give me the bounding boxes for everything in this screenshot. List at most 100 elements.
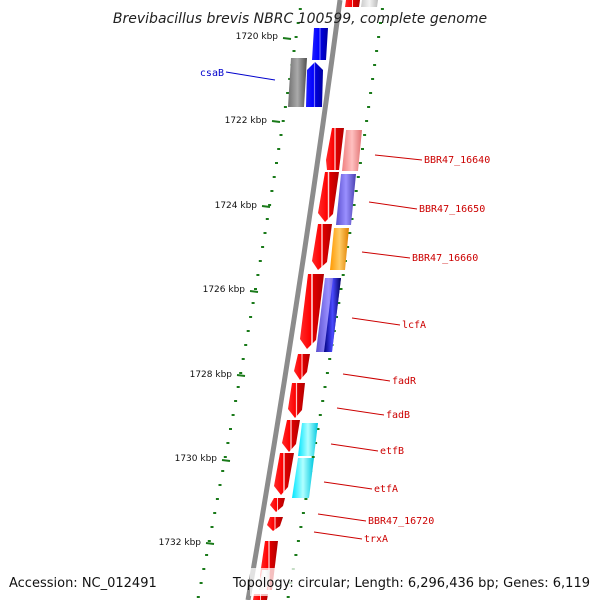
- inner-dotted-arc-dot: [288, 78, 292, 80]
- inner-dotted-arc-dot: [281, 120, 285, 122]
- leader-etfB: [330, 443, 379, 452]
- outer-dotted-arc-dot: [363, 134, 367, 136]
- gene-blue-arrow: [306, 62, 323, 107]
- outer-dotted-arc-dot: [286, 596, 290, 598]
- leader-trxA: [313, 531, 363, 540]
- inner-dotted-arc-dot: [277, 148, 281, 150]
- kbp-label-1726: 1726 kbp: [203, 285, 246, 295]
- gene-navy-lcfA: [324, 278, 341, 352]
- inner-dotted-arc-dot: [229, 428, 232, 430]
- kbp-tick-1726: [249, 290, 259, 293]
- leader-bbr47-16640: [374, 154, 423, 161]
- accession-label: Accession: NC_012491: [9, 576, 157, 591]
- leader-csaB: [225, 71, 276, 81]
- outer-dotted-arc-dot: [321, 400, 325, 402]
- leader-bbr47-16660: [361, 251, 411, 259]
- gene-cyan-etfA: [292, 458, 314, 498]
- inner-dotted-arc-dot: [223, 456, 227, 458]
- outer-dotted-arc-dot: [354, 190, 358, 192]
- outer-dotted-arc-dot: [377, 36, 381, 38]
- inner-dotted-arc-dot: [268, 204, 272, 206]
- gene-blue-1: [312, 28, 328, 60]
- inner-dotted-arc-dot: [263, 232, 267, 234]
- inner-dotted-arc-dot: [226, 442, 230, 444]
- gene-red-16640: [326, 128, 344, 170]
- gene-label-trxA[interactable]: trxA: [364, 534, 388, 545]
- inner-dotted-arc-dot: [221, 470, 225, 472]
- outer-dotted-arc-dot: [361, 148, 364, 150]
- inner-dotted-arc-dot: [202, 568, 206, 570]
- gene-red-fadR: [294, 354, 310, 380]
- outer-dotted-arc-dot: [296, 540, 300, 542]
- gene-label-etfB[interactable]: etfB: [380, 446, 404, 457]
- outer-dotted-arc-dot: [304, 498, 308, 500]
- outer-dotted-arc-dot: [301, 512, 305, 514]
- inner-dotted-arc-dot: [241, 358, 245, 360]
- gene-red-etfB: [282, 420, 300, 452]
- gene-csaB-gray: [288, 58, 307, 107]
- outer-dotted-arc-dot: [299, 526, 303, 528]
- outer-dotted-arc-dot: [316, 428, 320, 430]
- inner-dotted-arc-dot: [270, 190, 274, 192]
- outer-dotted-arc-dot: [325, 372, 329, 374]
- outer-dotted-arc-dot: [339, 288, 343, 290]
- inner-dotted-arc-dot: [275, 162, 278, 164]
- gene-label-bbr47-16720[interactable]: BBR47_16720: [368, 516, 434, 527]
- outer-dotted-arc-dot: [328, 358, 332, 360]
- kbp-label-1722: 1722 kbp: [225, 116, 268, 126]
- gene-label-csaB[interactable]: csaB: [200, 68, 224, 79]
- outer-dotted-arc-dot: [365, 120, 369, 122]
- inner-dotted-arc-dot: [249, 316, 253, 318]
- kbp-tick-1724: [261, 205, 271, 208]
- gene-orange-16660: [330, 228, 349, 270]
- gene-labels: csaB BBR47_16640 BBR47_16650 BBR47_16660…: [200, 68, 490, 545]
- callout-lines: [225, 71, 423, 540]
- inner-dotted-arc-dot: [254, 288, 257, 290]
- genome-backbone: [245, 0, 343, 600]
- outer-dotted-arc-dot: [294, 554, 298, 556]
- outer-dotted-arc-dot: [352, 204, 356, 206]
- leader-etfA: [323, 481, 373, 490]
- inner-dotted-arc-dot: [298, 8, 302, 10]
- topology-label: Topology: circular; Length: 6,296,436 bp…: [232, 576, 590, 591]
- gene-label-etfA[interactable]: etfA: [374, 484, 398, 495]
- gene-top-red: [345, 0, 360, 7]
- kbp-tick-1732: [205, 542, 215, 545]
- inner-dotted-arc-dot: [279, 134, 283, 136]
- inner-dotted-arc-dot: [207, 540, 211, 542]
- outer-dotted-arc-dot: [318, 414, 322, 416]
- outer-dotted-arc-dot: [341, 274, 345, 276]
- dotted-arcs: [196, 8, 384, 598]
- inner-dotted-arc-dot: [256, 274, 260, 276]
- inner-dotted-arc-dot: [199, 582, 203, 584]
- gene-label-lcfA[interactable]: lcfA: [402, 320, 426, 331]
- kbp-label-1724: 1724 kbp: [215, 201, 258, 211]
- kbp-scale: 1720 kbp 1722 kbp 1724 kbp 1726 kbp 1728…: [159, 32, 292, 548]
- gene-label-fadR[interactable]: fadR: [392, 376, 417, 387]
- gene-cyan-etfB: [298, 423, 318, 456]
- inner-dotted-arc-dot: [244, 344, 248, 346]
- inner-dotted-arc-dot: [234, 400, 238, 402]
- kbp-label-1730: 1730 kbp: [175, 454, 218, 464]
- gene-red-fadB: [288, 383, 305, 418]
- leader-lcfA: [351, 317, 401, 326]
- inner-dotted-arc-dot: [258, 260, 262, 262]
- inner-dotted-arc-dot: [236, 386, 240, 388]
- outer-dotted-arc-dot: [367, 106, 371, 108]
- inner-dotted-arc-dot: [205, 554, 209, 556]
- gene-label-bbr47-16640[interactable]: BBR47_16640: [424, 155, 490, 166]
- inner-dotted-arc-dot: [196, 596, 200, 598]
- inner-dotted-arc-dot: [251, 302, 255, 304]
- gene-label-bbr47-16650[interactable]: BBR47_16650: [419, 204, 485, 215]
- kbp-label-1732: 1732 kbp: [159, 538, 202, 548]
- gene-label-bbr47-16660[interactable]: BBR47_16660: [412, 253, 478, 264]
- gene-red-16660: [312, 224, 332, 270]
- gene-label-fadB[interactable]: fadB: [386, 410, 410, 421]
- leader-bbr47-16720: [317, 513, 367, 522]
- outer-dotted-arc-dot: [373, 64, 377, 66]
- gene-red-16720: [270, 498, 285, 512]
- inner-dotted-arc-dot: [213, 512, 217, 514]
- leader-fadB: [336, 407, 385, 416]
